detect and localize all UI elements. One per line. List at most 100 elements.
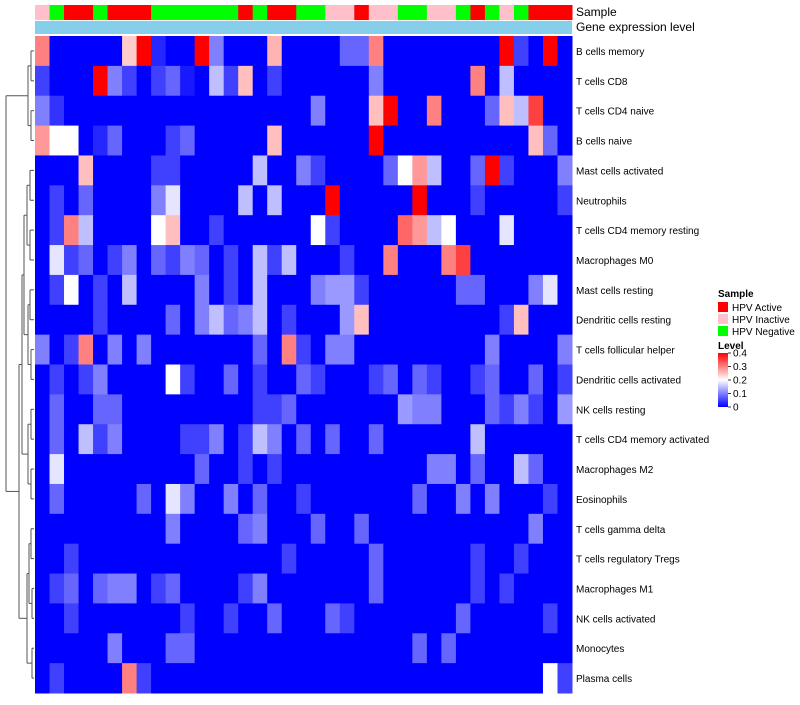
row-label: Plasma cells bbox=[576, 674, 632, 685]
heatmap-cell bbox=[426, 334, 442, 365]
heatmap-cell bbox=[252, 304, 268, 336]
sample-annotation-cell bbox=[310, 5, 326, 20]
heatmap-cell bbox=[194, 633, 210, 664]
heatmap-cell bbox=[64, 454, 80, 485]
heatmap-cell bbox=[455, 95, 471, 127]
heatmap-cell bbox=[252, 65, 268, 97]
heatmap-cell bbox=[281, 603, 297, 634]
heatmap-cell bbox=[35, 483, 51, 515]
heatmap-cell bbox=[93, 274, 109, 306]
heatmap-cell bbox=[151, 633, 167, 664]
heatmap-cell bbox=[513, 633, 529, 664]
heatmap-cell bbox=[513, 245, 529, 276]
heatmap-cell bbox=[310, 65, 326, 97]
heatmap-cell bbox=[499, 125, 515, 156]
heatmap-cell bbox=[383, 513, 399, 545]
row-label: NK cells resting bbox=[576, 405, 645, 416]
heatmap-cell bbox=[151, 424, 167, 455]
heatmap-cell bbox=[267, 185, 283, 216]
heatmap-cell bbox=[528, 274, 544, 306]
heatmap-cell bbox=[542, 65, 558, 97]
heatmap-cell bbox=[122, 65, 138, 97]
heatmap-cell bbox=[441, 125, 457, 156]
heatmap-cell bbox=[122, 573, 138, 604]
heatmap-cell bbox=[252, 215, 268, 246]
heatmap-cell bbox=[325, 543, 341, 575]
heatmap-cell bbox=[455, 633, 471, 664]
heatmap-cell bbox=[296, 245, 312, 276]
heatmap-cell bbox=[528, 633, 544, 664]
heatmap-cell bbox=[122, 603, 138, 634]
heatmap-cell bbox=[122, 304, 138, 336]
heatmap-cell bbox=[310, 95, 326, 127]
heatmap-cell bbox=[180, 543, 196, 575]
heatmap-cell bbox=[325, 513, 341, 545]
heatmap-cell bbox=[180, 36, 196, 67]
heatmap-cell bbox=[35, 185, 51, 216]
heatmap-cell bbox=[426, 125, 442, 156]
heatmap-cell bbox=[49, 95, 65, 127]
heatmap-cell bbox=[252, 155, 268, 186]
sample-annotation-cell bbox=[64, 5, 80, 20]
heatmap-cell bbox=[542, 573, 558, 604]
heatmap-cell bbox=[455, 424, 471, 455]
heatmap-cell bbox=[542, 543, 558, 575]
heatmap-cell bbox=[78, 663, 94, 694]
heatmap-cell bbox=[223, 573, 239, 604]
heatmap-cell bbox=[412, 334, 428, 365]
heatmap-cell bbox=[528, 483, 544, 515]
heatmap-cell bbox=[180, 155, 196, 186]
heatmap-cell bbox=[513, 663, 529, 694]
heatmap-cell bbox=[194, 364, 210, 395]
heatmap-cell bbox=[325, 394, 341, 425]
heatmap-cell bbox=[35, 394, 51, 425]
heatmap-cell bbox=[499, 424, 515, 455]
heatmap-cell bbox=[93, 663, 109, 694]
heatmap-cell bbox=[223, 663, 239, 694]
heatmap-cell bbox=[136, 663, 152, 694]
heatmap-cell bbox=[383, 185, 399, 216]
heatmap-cell bbox=[194, 155, 210, 186]
heatmap-cell bbox=[64, 483, 80, 515]
heatmap-cell bbox=[339, 454, 355, 485]
heatmap-cell bbox=[441, 304, 457, 336]
heatmap-cell bbox=[180, 245, 196, 276]
heatmap-cell bbox=[542, 304, 558, 336]
heatmap-cell bbox=[441, 483, 457, 515]
heatmap-cell bbox=[339, 424, 355, 455]
heatmap-cell bbox=[455, 185, 471, 216]
heatmap-cell bbox=[426, 454, 442, 485]
heatmap-cell bbox=[136, 633, 152, 664]
heatmap-cell bbox=[397, 543, 413, 575]
heatmap-cell bbox=[165, 334, 181, 365]
row-label: Eosinophils bbox=[576, 495, 627, 506]
heatmap-cell bbox=[93, 573, 109, 604]
heatmap-cell bbox=[49, 633, 65, 664]
heatmap-cell bbox=[267, 215, 283, 246]
heatmap-cell bbox=[93, 215, 109, 246]
heatmap-cell bbox=[484, 394, 500, 425]
heatmap-cell bbox=[64, 65, 80, 97]
heatmap-cell bbox=[325, 185, 341, 216]
heatmap-cell bbox=[194, 513, 210, 545]
heatmap-cell bbox=[325, 95, 341, 127]
heatmap-cell bbox=[165, 36, 181, 67]
heatmap-cell bbox=[542, 334, 558, 365]
heatmap-cell bbox=[209, 215, 225, 246]
heatmap-cell bbox=[455, 65, 471, 97]
heatmap-cell bbox=[368, 304, 384, 336]
heatmap-cell bbox=[470, 95, 486, 127]
heatmap-cell bbox=[542, 185, 558, 216]
heatmap-cell bbox=[542, 36, 558, 67]
sample-annotation-cell bbox=[426, 5, 442, 20]
heatmap-cell bbox=[557, 125, 573, 156]
heatmap-cell bbox=[64, 633, 80, 664]
heatmap-cell bbox=[165, 513, 181, 545]
heatmap-cell bbox=[64, 274, 80, 306]
heatmap-cell bbox=[412, 424, 428, 455]
heatmap-cell bbox=[267, 394, 283, 425]
heatmap-cell bbox=[281, 483, 297, 515]
heatmap-cell bbox=[136, 454, 152, 485]
heatmap-cell bbox=[499, 334, 515, 365]
expression-annotation-bar bbox=[35, 21, 572, 34]
